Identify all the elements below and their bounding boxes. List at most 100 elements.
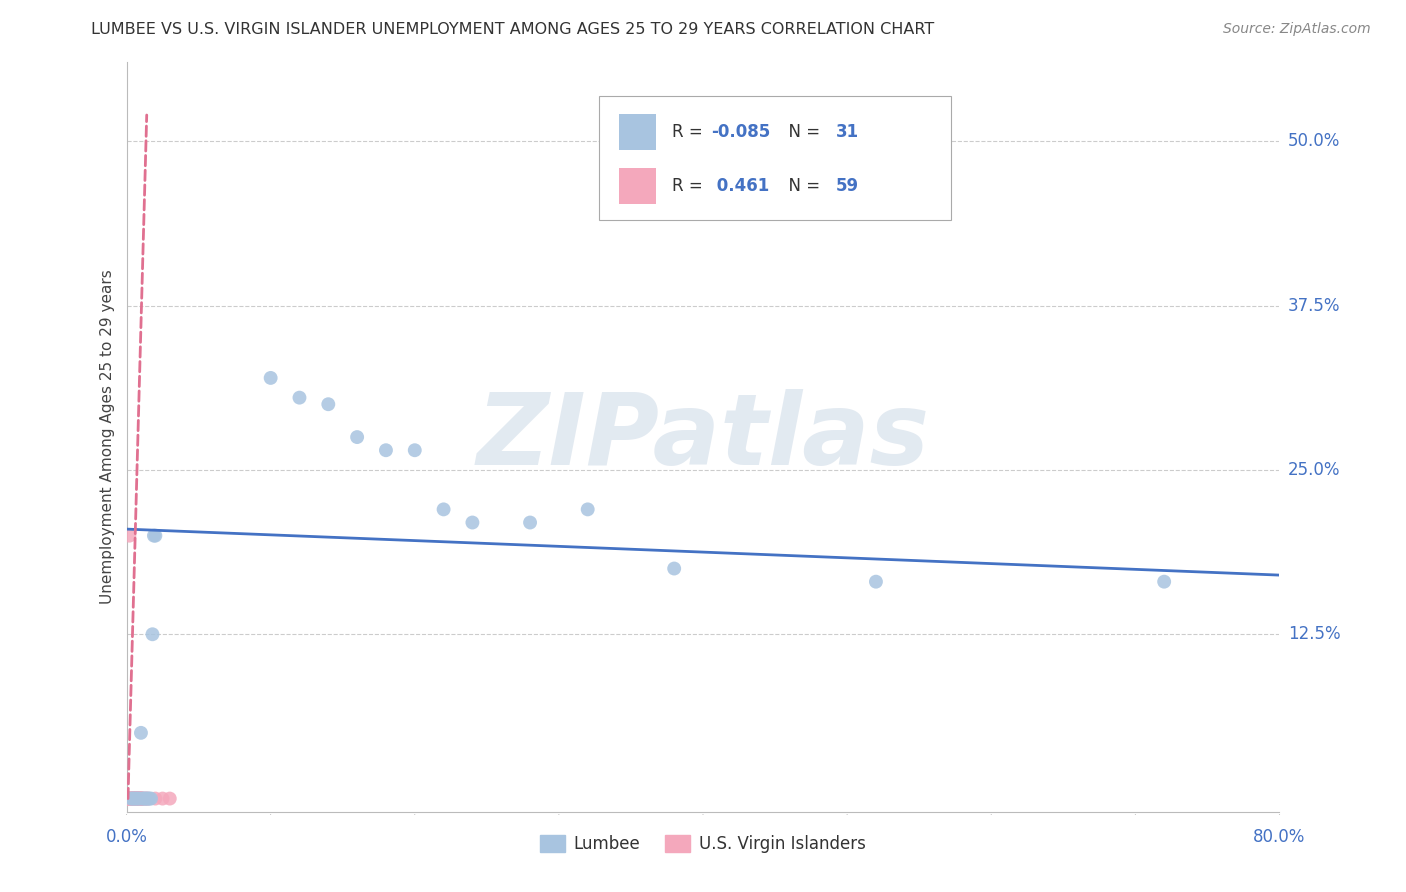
Point: [128, 791, 150, 805]
Point: [118, 529, 141, 543]
Point: [124, 791, 146, 805]
Point: [145, 529, 166, 543]
Point: [121, 791, 143, 805]
Point: [125, 791, 148, 805]
Point: [134, 791, 156, 805]
Point: [259, 371, 281, 385]
Point: [128, 791, 150, 805]
Text: N =: N =: [778, 123, 825, 141]
Point: [135, 791, 157, 805]
FancyBboxPatch shape: [619, 114, 655, 150]
Point: [120, 791, 142, 805]
Point: [145, 791, 166, 805]
Point: [128, 791, 150, 805]
Point: [127, 791, 149, 805]
Point: [122, 791, 145, 805]
Point: [1153, 574, 1175, 589]
Point: [129, 791, 152, 805]
Text: N =: N =: [778, 178, 825, 195]
Text: 50.0%: 50.0%: [1288, 132, 1340, 151]
Point: [135, 791, 157, 805]
Point: [136, 791, 159, 805]
Text: LUMBEE VS U.S. VIRGIN ISLANDER UNEMPLOYMENT AMONG AGES 25 TO 29 YEARS CORRELATIO: LUMBEE VS U.S. VIRGIN ISLANDER UNEMPLOYM…: [91, 22, 935, 37]
Point: [519, 516, 541, 530]
Point: [120, 791, 142, 805]
Point: [128, 791, 150, 805]
Point: [127, 791, 149, 805]
Point: [122, 791, 145, 805]
Point: [128, 791, 150, 805]
Point: [131, 791, 153, 805]
Point: [117, 791, 139, 805]
Point: [125, 791, 148, 805]
Text: 31: 31: [835, 123, 859, 141]
Point: [121, 791, 143, 805]
Text: -0.085: -0.085: [711, 123, 770, 141]
Point: [131, 791, 153, 805]
Text: 12.5%: 12.5%: [1288, 625, 1340, 643]
Point: [865, 574, 887, 589]
Point: [122, 791, 145, 805]
Text: Source: ZipAtlas.com: Source: ZipAtlas.com: [1223, 22, 1371, 37]
Point: [128, 791, 150, 805]
Point: [121, 791, 143, 805]
Point: [125, 791, 148, 805]
Point: [142, 529, 165, 543]
Point: [118, 791, 141, 805]
Point: [318, 397, 340, 411]
Point: [129, 791, 152, 805]
Point: [129, 791, 152, 805]
Legend: Lumbee, U.S. Virgin Islanders: Lumbee, U.S. Virgin Islanders: [534, 828, 872, 860]
Point: [124, 791, 146, 805]
Point: [124, 791, 146, 805]
FancyBboxPatch shape: [599, 96, 950, 219]
Point: [288, 391, 311, 405]
Point: [129, 791, 152, 805]
Text: 59: 59: [835, 178, 859, 195]
Text: 80.0%: 80.0%: [1253, 829, 1306, 847]
Point: [124, 791, 146, 805]
Point: [120, 791, 142, 805]
Point: [136, 791, 159, 805]
Point: [141, 627, 163, 641]
Point: [127, 791, 149, 805]
Point: [125, 791, 148, 805]
Point: [374, 443, 398, 458]
Point: [132, 791, 155, 805]
Point: [124, 791, 146, 805]
Point: [117, 791, 139, 805]
Text: R =: R =: [672, 123, 707, 141]
Text: 25.0%: 25.0%: [1288, 461, 1340, 479]
Point: [127, 791, 149, 805]
Point: [346, 430, 368, 444]
Point: [139, 791, 162, 805]
Point: [134, 791, 156, 805]
Point: [120, 791, 142, 805]
Point: [120, 791, 142, 805]
Point: [404, 443, 426, 458]
Point: [125, 791, 148, 805]
Point: [122, 791, 145, 805]
Point: [129, 726, 152, 740]
Point: [125, 791, 148, 805]
Point: [138, 791, 160, 805]
FancyBboxPatch shape: [619, 169, 655, 204]
Point: [118, 791, 141, 805]
Text: R =: R =: [672, 178, 707, 195]
Point: [131, 791, 153, 805]
Point: [664, 561, 686, 575]
Point: [127, 791, 149, 805]
Point: [433, 502, 456, 516]
Point: [132, 791, 155, 805]
Text: 37.5%: 37.5%: [1288, 297, 1340, 315]
Point: [121, 791, 143, 805]
Point: [124, 791, 146, 805]
Point: [124, 791, 146, 805]
Point: [128, 791, 150, 805]
Point: [124, 791, 146, 805]
Point: [129, 791, 152, 805]
Point: [122, 791, 145, 805]
Point: [122, 791, 145, 805]
Point: [159, 791, 181, 805]
Point: [576, 502, 599, 516]
